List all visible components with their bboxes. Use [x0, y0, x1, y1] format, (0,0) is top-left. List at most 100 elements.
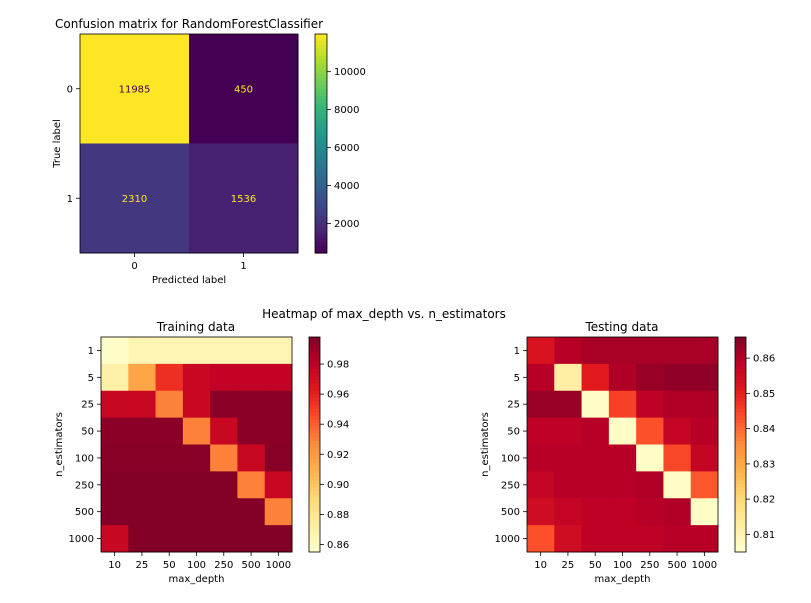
- colorbar-segment: [315, 176, 327, 181]
- colorbar-segment: [309, 444, 320, 449]
- heatmap-cell: [80, 34, 190, 144]
- colorbar-segment: [315, 220, 327, 225]
- x-tick-label: 250: [214, 560, 233, 571]
- colorbar-tick-label: 0.90: [327, 480, 349, 491]
- heatmap-cell: [101, 525, 129, 553]
- colorbar-segment: [315, 136, 327, 141]
- y-tick-label: 1000: [69, 534, 94, 545]
- colorbar-segment: [735, 354, 746, 360]
- x-tick-label: 25: [562, 560, 575, 571]
- colorbar-segment: [309, 534, 320, 539]
- colorbar-segment: [735, 548, 746, 553]
- colorbar-segment: [735, 491, 746, 496]
- chart-title: Training data: [156, 320, 235, 334]
- colorbar-segment: [309, 523, 320, 528]
- colorbar-segment: [315, 245, 327, 250]
- y-tick-label: 100: [501, 453, 520, 464]
- colorbar-segment: [309, 451, 320, 456]
- colorbar-segment: [309, 548, 320, 553]
- heatmap-2: 10 25 50 100 250 500 1000 1 5 25 50 100 250 500 1000 Tr…: [54, 320, 349, 585]
- colorbar-segment: [735, 462, 746, 467]
- colorbar-segment: [315, 128, 327, 134]
- y-tick-label: 50: [81, 427, 94, 438]
- colorbar-segment: [309, 347, 320, 352]
- y-tick-label: 0: [67, 84, 73, 95]
- colorbar-segment: [315, 41, 327, 46]
- heatmap-cell: [581, 498, 610, 526]
- y-tick-label: 100: [75, 453, 94, 464]
- colorbar-segment: [315, 194, 327, 199]
- colorbar-segment: [315, 117, 327, 123]
- heatmap-cell: [237, 525, 266, 553]
- colorbar-segment: [735, 369, 746, 374]
- colorbar-segment: [315, 183, 327, 188]
- colorbar-segment: [309, 358, 320, 363]
- colorbar-segment: [315, 55, 327, 61]
- y-axis-label: True label: [52, 119, 63, 169]
- heatmap-cell: [636, 444, 664, 472]
- heatmap-cell: [128, 337, 157, 365]
- colorbar-segment: [735, 519, 746, 524]
- colorbar-segment: [735, 351, 746, 356]
- heatmap-cell: [237, 363, 266, 392]
- x-tick-label: 500: [242, 560, 261, 571]
- colorbar-segment: [309, 458, 320, 464]
- x-tick-label: 100: [613, 560, 632, 571]
- colorbar-frame: [308, 336, 321, 553]
- x-tick-label: 1000: [266, 560, 291, 571]
- colorbar-segment: [735, 444, 746, 449]
- x-tick-label: 1000: [692, 560, 717, 571]
- colorbar-segment: [309, 544, 320, 550]
- colorbar-segment: [735, 430, 746, 435]
- colorbar-segment: [315, 198, 327, 203]
- colorbar-segment: [315, 125, 327, 130]
- colorbar-segment: [315, 85, 327, 90]
- colorbar-segment: [309, 473, 320, 478]
- colorbar-segment: [315, 70, 327, 75]
- colorbar-segment: [309, 491, 320, 496]
- heatmap-cell: [264, 417, 293, 445]
- y-tick-label: 5: [88, 373, 94, 384]
- x-tick-label: 1: [240, 261, 246, 272]
- heatmap-cell: [237, 337, 266, 365]
- colorbar-segment: [735, 380, 746, 385]
- heatmap-cell: [636, 390, 664, 419]
- x-axis-label: max_depth: [595, 574, 651, 585]
- colorbar-segment: [735, 523, 746, 528]
- colorbar-segment: [309, 344, 320, 349]
- y-tick-label: 500: [501, 507, 520, 518]
- colorbar-segment: [315, 238, 327, 243]
- cell-value-label: 1536: [231, 194, 256, 205]
- heatmap-cell: [608, 337, 637, 365]
- heatmap-cell: [155, 444, 184, 472]
- heatmap-cell: [636, 471, 664, 499]
- colorbar-segment: [315, 77, 327, 83]
- heatmap-cell: [690, 471, 719, 499]
- colorbar-segment: [735, 498, 746, 503]
- heatmap-cell: [581, 471, 610, 499]
- colorbar-segment: [309, 383, 320, 388]
- heatmap-cell: [636, 525, 664, 553]
- colorbar-frame: [314, 33, 328, 254]
- colorbar-segment: [735, 372, 746, 378]
- x-tick-label: 250: [640, 560, 659, 571]
- colorbar-segment: [309, 509, 320, 514]
- colorbar-segment: [309, 487, 320, 492]
- colorbar-segment: [315, 99, 327, 104]
- colorbar-segment: [315, 216, 327, 221]
- heatmap-cell: [101, 363, 129, 392]
- colorbar-segment: [315, 227, 327, 232]
- colorbar-frame: [734, 336, 747, 553]
- heatmap-cell: [690, 337, 719, 365]
- colorbar-segment: [315, 212, 327, 218]
- heatmap-cell: [636, 337, 664, 365]
- colorbar-segment: [309, 369, 320, 374]
- chart-title: Confusion matrix for RandomForestClassif…: [55, 17, 323, 31]
- heatmap-cell: [210, 525, 238, 553]
- x-tick-label: 10: [534, 560, 547, 571]
- heatmap-cell: [128, 498, 157, 526]
- x-tick-label: 25: [136, 560, 149, 571]
- colorbar-segment: [315, 249, 327, 254]
- colorbar-segment: [735, 505, 746, 510]
- y-tick-label: 500: [75, 507, 94, 518]
